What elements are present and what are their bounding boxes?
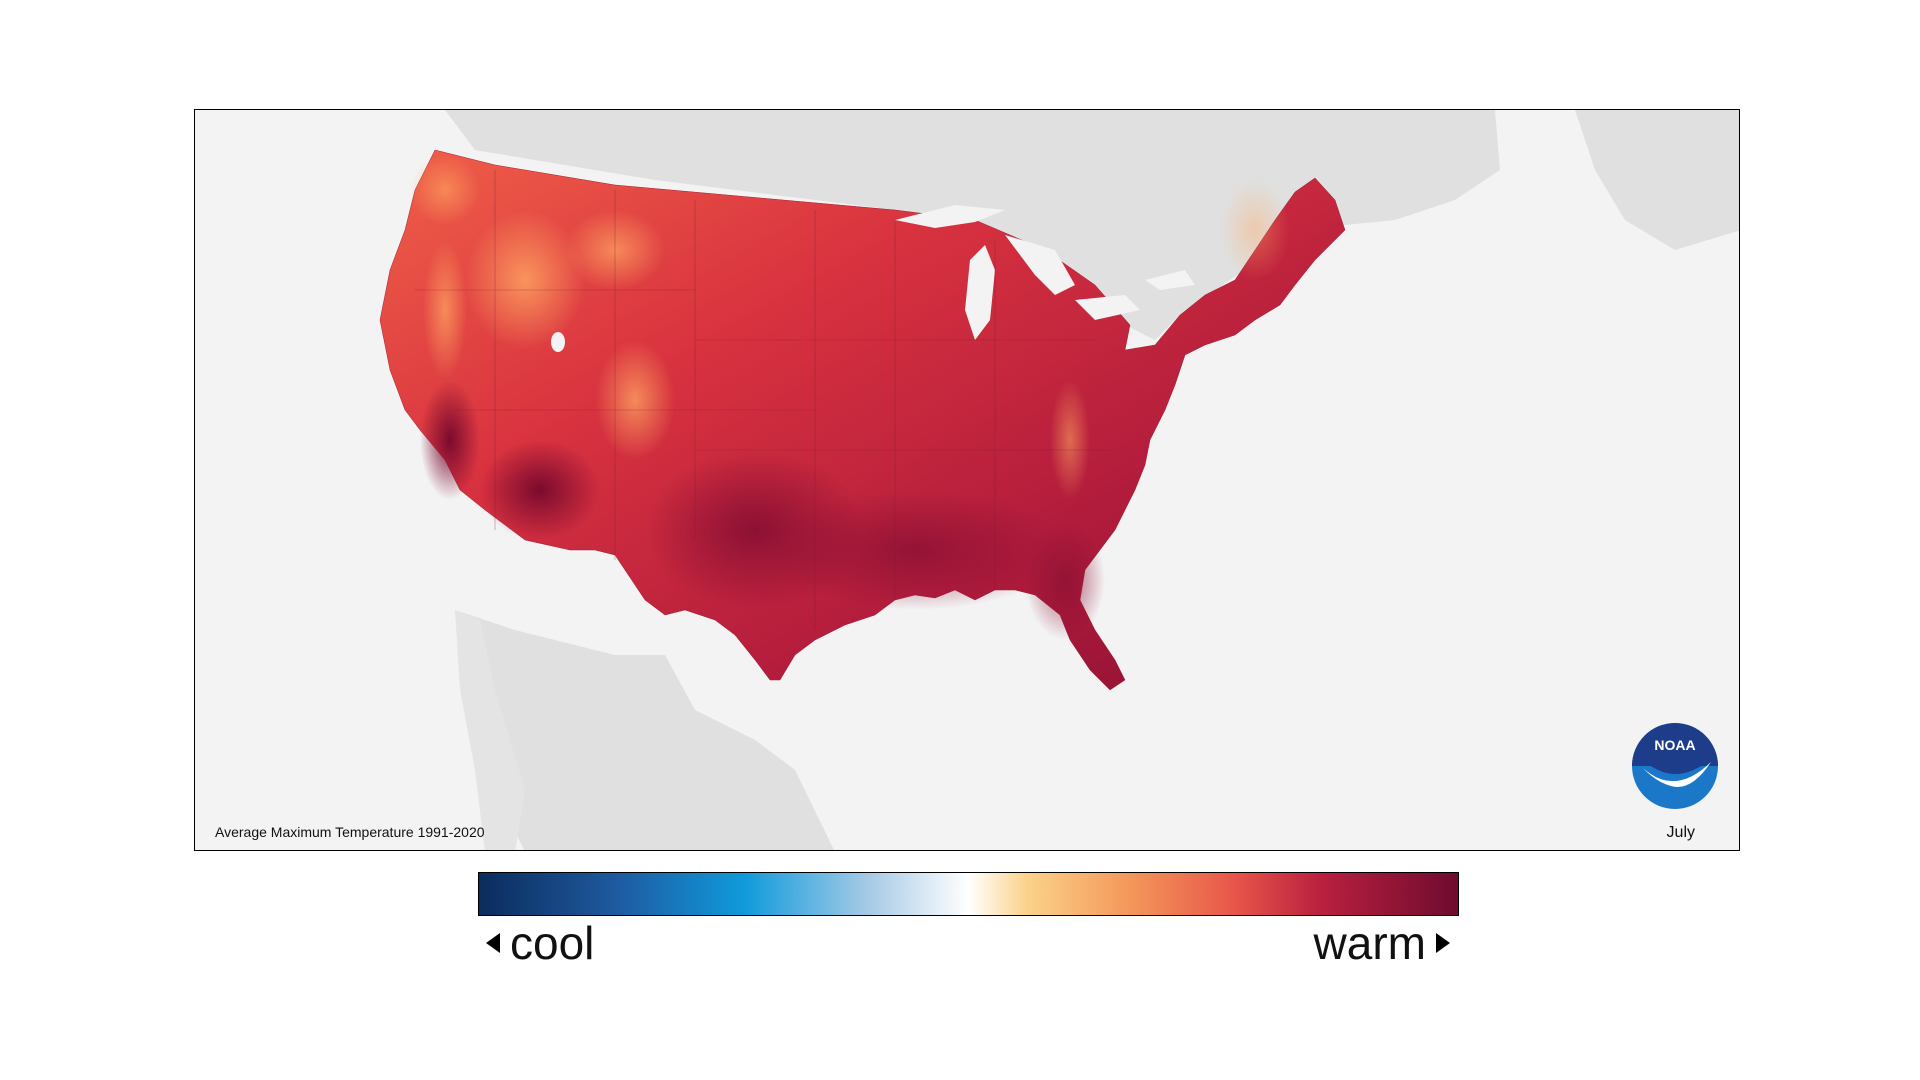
temperature-map <box>379 110 1739 850</box>
baja-peninsula <box>455 610 525 850</box>
left-arrow-icon <box>486 933 500 953</box>
warm-legend-label: warm <box>1314 916 1450 970</box>
cool-label-text: cool <box>510 917 595 969</box>
right-arrow-icon <box>1436 933 1450 953</box>
warm-label-text: warm <box>1313 917 1426 969</box>
noaa-bird-icon: NOAA <box>1632 723 1718 809</box>
state-borders <box>415 170 1115 630</box>
temperature-colorbar <box>478 872 1459 916</box>
map-caption: Average Maximum Temperature 1991-2020 <box>215 824 485 840</box>
mexico-land <box>455 610 835 850</box>
noaa-logo: NOAA <box>1631 722 1719 810</box>
noaa-logo-text: NOAA <box>1654 737 1695 753</box>
canada-east-land <box>1575 110 1739 250</box>
great-salt-lake <box>551 332 565 352</box>
month-label: July <box>1666 824 1695 841</box>
cool-legend-label: cool <box>486 916 594 970</box>
great-lakes <box>895 205 1195 340</box>
map-frame: NOAA Average Maximum Temperature 1991-20… <box>194 109 1740 851</box>
canada-land <box>445 110 1500 340</box>
